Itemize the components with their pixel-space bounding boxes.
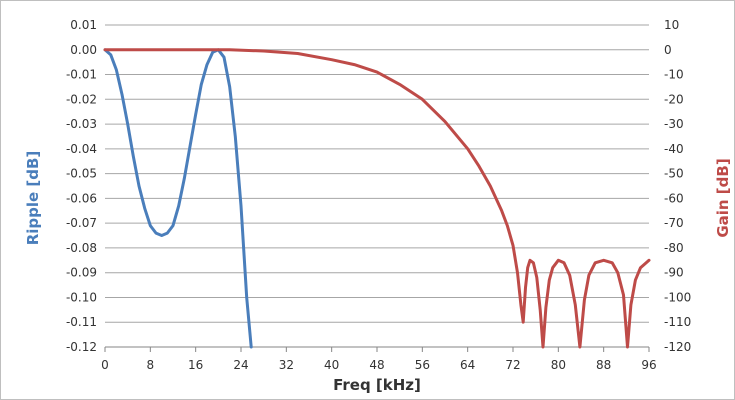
x-tick-label: 40	[324, 358, 339, 372]
right-tick-label: -110	[664, 315, 691, 329]
left-tick-label: -0.02	[66, 92, 97, 106]
right-tick-label: -50	[664, 167, 684, 181]
right-tick-label: -40	[664, 142, 684, 156]
gridlines	[105, 24, 649, 323]
left-tick-label: 0.01	[70, 18, 97, 32]
x-tick-label: 0	[101, 358, 109, 372]
left-tick-label: -0.01	[66, 68, 97, 82]
left-tick-label: 0.00	[70, 43, 97, 57]
x-tick-label: 96	[641, 358, 656, 372]
gain-series-line	[103, 48, 651, 349]
left-axis-title: Ripple [dB]	[24, 151, 42, 246]
tick-labels: 0.01 10 0.00 0 -0.01 -10 -0.02 -20 -0.03 -30 -0.04…	[66, 18, 691, 372]
right-tick-label: -80	[664, 241, 684, 255]
left-tick-label: -0.09	[66, 266, 97, 280]
ripple-series-line	[103, 48, 253, 349]
x-tick-label: 56	[415, 358, 430, 372]
right-tick-label: -120	[664, 340, 691, 354]
x-tick-label: 80	[551, 358, 566, 372]
right-tick-label: 0	[664, 43, 672, 57]
right-tick-label: -100	[664, 290, 691, 304]
left-tick-label: -0.11	[66, 315, 97, 329]
x-tick-label: 72	[505, 358, 520, 372]
right-tick-label: -10	[664, 68, 684, 82]
right-tick-label: 10	[664, 18, 679, 32]
left-tick-label: -0.04	[66, 142, 97, 156]
right-tick-label: -90	[664, 266, 684, 280]
left-tick-label: -0.12	[66, 340, 97, 354]
left-tick-label: -0.07	[66, 216, 97, 230]
x-tick-label: 88	[596, 358, 611, 372]
right-tick-label: -20	[664, 92, 684, 106]
x-tick-label: 16	[188, 358, 203, 372]
left-tick-label: -0.10	[66, 290, 97, 304]
x-axis-title: Freq [kHz]	[333, 376, 421, 394]
x-tick-label: 8	[147, 358, 155, 372]
left-tick-label: -0.03	[66, 117, 97, 131]
x-tick-label: 48	[369, 358, 384, 372]
left-tick-label: -0.06	[66, 191, 97, 205]
series-lines	[103, 48, 651, 349]
x-tick-label: 32	[279, 358, 294, 372]
x-tick-label: 24	[233, 358, 248, 372]
x-tick-label: 64	[460, 358, 475, 372]
left-tick-label: -0.05	[66, 167, 97, 181]
right-tick-label: -60	[664, 191, 684, 205]
right-tick-label: -30	[664, 117, 684, 131]
left-tick-label: -0.08	[66, 241, 97, 255]
right-axis-title: Gain [dB]	[714, 158, 732, 237]
axes	[104, 346, 650, 352]
right-tick-label: -70	[664, 216, 684, 230]
